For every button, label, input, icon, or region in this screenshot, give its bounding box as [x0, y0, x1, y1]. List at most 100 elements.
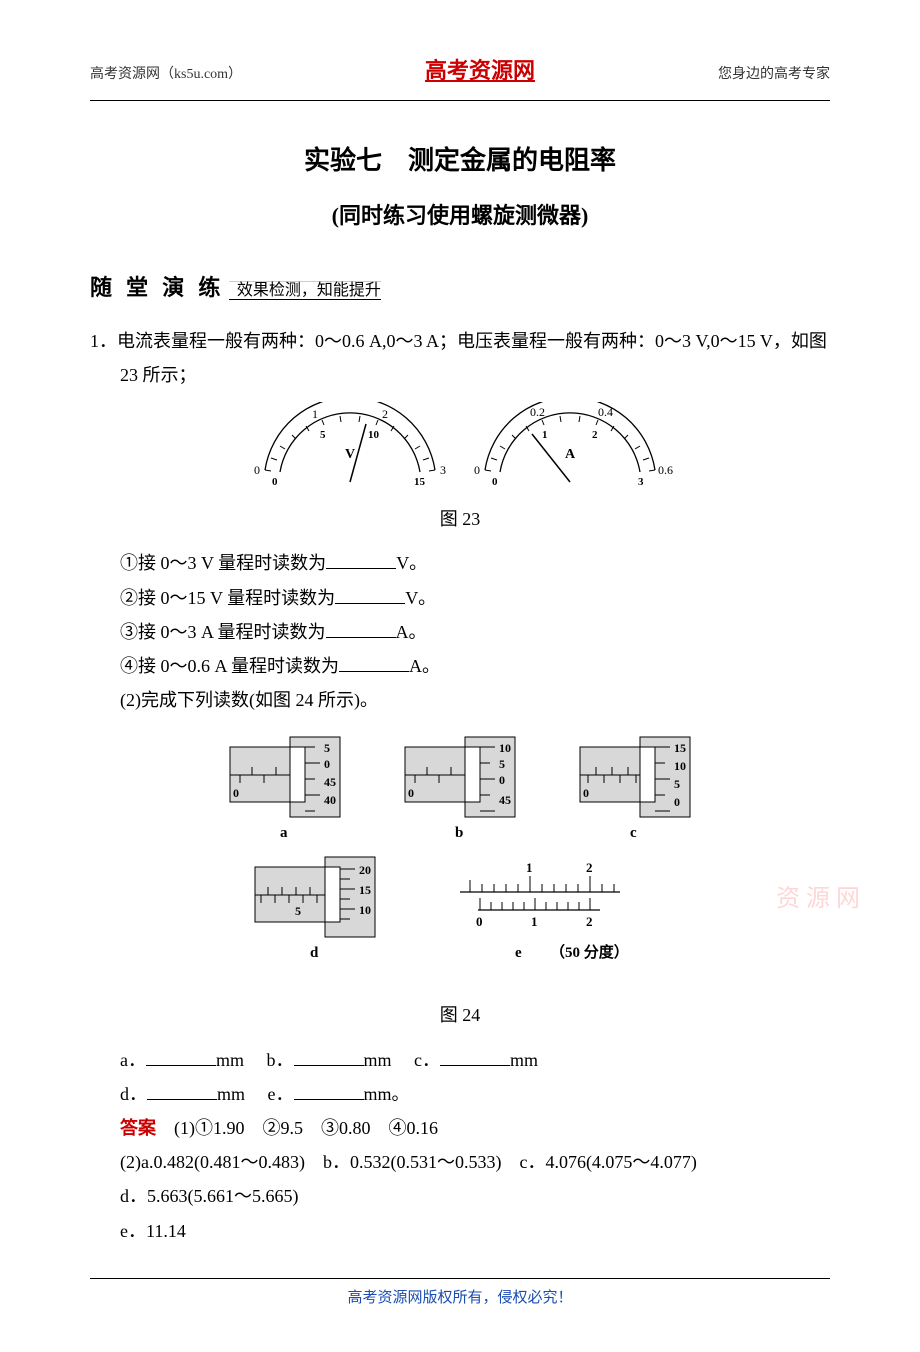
micrometer-diagrams: 0 5 0 45 40 a 0 10 5 0 45 b	[190, 727, 730, 977]
svg-text:45: 45	[499, 793, 511, 807]
blank-4	[339, 654, 409, 672]
v-label: V	[345, 447, 355, 462]
svg-text:0: 0	[408, 786, 414, 800]
svg-text:0: 0	[233, 786, 239, 800]
svg-text:2: 2	[586, 860, 593, 875]
unit-b: mm	[364, 1050, 392, 1070]
q1-part4: ④接 0～0.6 A 量程时读数为 A。	[90, 649, 830, 683]
q1-p1-text: ①接 0～3 V 量程时读数为	[120, 553, 326, 573]
page-subtitle: (同时练习使用螺旋测微器)	[90, 195, 830, 237]
svg-text:0: 0	[674, 795, 680, 809]
unit-e: mm	[364, 1084, 392, 1104]
answer-label: 答案	[120, 1118, 156, 1138]
svg-text:0: 0	[499, 773, 505, 787]
svg-text:0: 0	[476, 914, 483, 929]
a-outer-0: 0	[474, 463, 480, 477]
q1-part3: ③接 0～3 A 量程时读数为 A。	[90, 615, 830, 649]
a-outer-2: 0.4	[598, 405, 613, 419]
answer-line2: (2)a.0.482(0.481～0.483) b．0.532(0.531～0.…	[90, 1145, 830, 1179]
svg-text:10: 10	[674, 759, 686, 773]
figure-24: 0 5 0 45 40 a 0 10 5 0 45 b	[90, 727, 830, 988]
header-left: 高考资源网（ks5u.com）	[90, 62, 242, 89]
svg-text:e: e	[515, 945, 522, 961]
svg-text:1: 1	[526, 860, 533, 875]
svg-text:15: 15	[674, 741, 686, 755]
section-title: 随 堂 演 练	[90, 275, 224, 300]
q1-p3-unit: A。	[396, 622, 427, 642]
a-inner-0: 0	[492, 476, 498, 488]
v-inner-1: 5	[320, 429, 326, 441]
svg-text:15: 15	[359, 883, 371, 897]
section-subtitle: 效果检测，知能提升	[229, 281, 381, 300]
svg-text:5: 5	[499, 757, 505, 771]
q1-p3-text: ③接 0～3 A 量程时读数为	[120, 622, 326, 642]
v-inner-2: 10	[368, 429, 380, 441]
a-outer-3: 0.6	[658, 463, 673, 477]
svg-text:c: c	[630, 825, 637, 841]
blank-d	[147, 1082, 217, 1100]
a-inner-2: 2	[592, 429, 598, 441]
svg-text:5: 5	[674, 777, 680, 791]
answer-line4: e．11.14	[90, 1214, 830, 1248]
figure-23: 0 1 2 3 0 5 10 15 V	[90, 402, 830, 492]
section-header: 随 堂 演 练 效果检测，知能提升	[90, 267, 830, 309]
v-outer-3: 3	[440, 463, 446, 477]
period-e: 。	[392, 1084, 410, 1104]
v-inner-3: 15	[414, 476, 426, 488]
svg-text:2: 2	[586, 914, 593, 929]
answer-line1: 答案 (1)①1.90 ②9.5 ③0.80 ④0.16	[90, 1111, 830, 1145]
answer-1: (1)①1.90 ②9.5 ③0.80 ④0.16	[174, 1118, 438, 1138]
q1-p4-unit: A。	[409, 656, 440, 676]
svg-text:（50 分度）: （50 分度）	[550, 943, 629, 961]
watermark: 资 源 网	[776, 877, 860, 923]
v-inner-0: 0	[272, 476, 278, 488]
q1-p4-text: ④接 0～0.6 A 量程时读数为	[120, 656, 339, 676]
blank-2	[335, 586, 405, 604]
svg-text:10: 10	[359, 903, 371, 917]
fig24-caption: 图 24	[90, 998, 830, 1032]
blank-b	[294, 1048, 364, 1066]
v-outer-2: 2	[382, 407, 388, 421]
v-outer-0: 0	[254, 463, 260, 477]
label-d: d．	[120, 1084, 147, 1104]
answer-line3: d．5.663(5.661～5.665)	[90, 1179, 830, 1213]
page-title: 实验七 测定金属的电阻率	[90, 136, 830, 185]
meter-diagrams: 0 1 2 3 0 5 10 15 V	[240, 402, 680, 492]
a-inner-1: 1	[542, 429, 548, 441]
blank-a	[146, 1048, 216, 1066]
svg-text:5: 5	[324, 741, 330, 755]
q1-part1: ①接 0～3 V 量程时读数为 V。	[90, 546, 830, 580]
fig23-caption: 图 23	[90, 502, 830, 536]
header-center: 高考资源网	[425, 50, 535, 92]
q1-p2-text: ②接 0～15 V 量程时读数为	[120, 588, 335, 608]
label-c: c．	[414, 1050, 440, 1070]
q1-part2: ②接 0～15 V 量程时读数为 V。	[90, 581, 830, 615]
blank-e	[294, 1082, 364, 1100]
header-right: 您身边的高考专家	[718, 62, 830, 89]
q1-p1-unit: V。	[396, 553, 427, 573]
a-label: A	[565, 447, 576, 462]
q1-p2-unit: V。	[405, 588, 436, 608]
unit-d: mm	[217, 1084, 245, 1104]
blank-1	[326, 551, 396, 569]
blank-3	[326, 620, 396, 638]
svg-text:40: 40	[324, 793, 336, 807]
a-outer-1: 0.2	[530, 405, 545, 419]
unit-a: mm	[216, 1050, 244, 1070]
v-outer-1: 1	[312, 407, 318, 421]
svg-text:10: 10	[499, 741, 511, 755]
svg-text:5: 5	[295, 904, 301, 918]
svg-text:d: d	[310, 945, 319, 961]
page-header: 高考资源网（ks5u.com） 高考资源网 您身边的高考专家	[90, 50, 830, 101]
blank-c	[440, 1048, 510, 1066]
svg-text:b: b	[455, 825, 463, 841]
label-b: b．	[267, 1050, 294, 1070]
svg-text:a: a	[280, 825, 288, 841]
svg-text:1: 1	[531, 914, 538, 929]
label-e: e．	[268, 1084, 294, 1104]
svg-text:0: 0	[583, 786, 589, 800]
label-a: a．	[120, 1050, 146, 1070]
page-footer: 高考资源网版权所有，侵权必究！	[90, 1278, 830, 1313]
svg-text:20: 20	[359, 863, 371, 877]
svg-text:0: 0	[324, 757, 330, 771]
